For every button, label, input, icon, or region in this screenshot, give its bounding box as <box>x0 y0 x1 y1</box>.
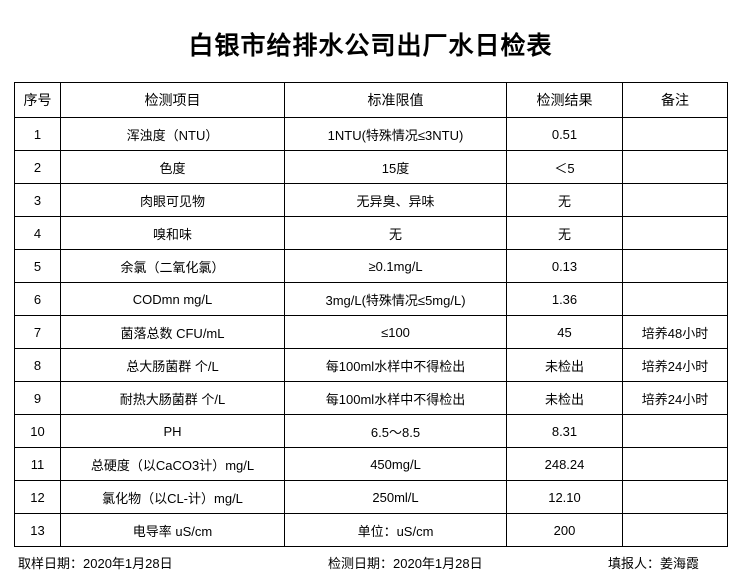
cell-note <box>622 216 728 250</box>
cell-note <box>622 282 728 316</box>
cell-item: 菌落总数 CFU/mL <box>60 315 285 349</box>
cell-result: 248.24 <box>506 447 623 481</box>
cell-result: 45 <box>506 315 623 349</box>
cell-no: 9 <box>14 381 61 415</box>
column-header-note: 备注 <box>622 82 728 118</box>
cell-no: 7 <box>14 315 61 349</box>
cell-item: 耐热大肠菌群 个/L <box>60 381 285 415</box>
table-row: 5 余氯（二氧化氯） ≥0.1mg/L 0.13 <box>14 249 728 283</box>
cell-item: 电导率 uS/cm <box>60 513 285 547</box>
cell-no: 2 <box>14 150 61 184</box>
cell-item: 嗅和味 <box>60 216 285 250</box>
cell-note <box>622 480 728 514</box>
cell-result: 未检出 <box>506 348 623 382</box>
cell-result: 0.51 <box>506 117 623 151</box>
cell-note <box>622 183 728 217</box>
table-row: 9 耐热大肠菌群 个/L 每100ml水样中不得检出 未检出 培养24小时 <box>14 381 728 415</box>
cell-result: 0.13 <box>506 249 623 283</box>
table-header-row: 序号 检测项目 标准限值 检测结果 备注 <box>14 82 728 118</box>
sampling-date: 取样日期：2020年1月28日 <box>18 556 173 571</box>
cell-limit: 250ml/L <box>284 480 507 514</box>
cell-limit: 无 <box>284 216 507 250</box>
cell-limit: ≤100 <box>284 315 507 349</box>
cell-limit: 1NTU(特殊情况≤3NTU) <box>284 117 507 151</box>
cell-limit: 15度 <box>284 150 507 184</box>
footer: 取样日期：2020年1月28日 检测日期：2020年1月28日 填报人：姜海霞 <box>0 553 741 579</box>
cell-note: 培养24小时 <box>622 348 728 382</box>
cell-no: 12 <box>14 480 61 514</box>
cell-note: 培养48小时 <box>622 315 728 349</box>
table-header: 序号 检测项目 标准限值 检测结果 备注 <box>14 82 728 118</box>
table-row: 12 氯化物（以CL-计）mg/L 250ml/L 12.10 <box>14 480 728 514</box>
cell-limit: 450mg/L <box>284 447 507 481</box>
table-row: 2 色度 15度 ＜5 <box>14 150 728 184</box>
cell-result: 1.36 <box>506 282 623 316</box>
cell-note <box>622 513 728 547</box>
cell-limit: 无异臭、异味 <box>284 183 507 217</box>
cell-note <box>622 447 728 481</box>
cell-result: 无 <box>506 183 623 217</box>
column-header-item: 检测项目 <box>60 82 285 118</box>
cell-limit: 3mg/L(特殊情况≤5mg/L) <box>284 282 507 316</box>
table-row: 3 肉眼可见物 无异臭、异味 无 <box>14 183 728 217</box>
cell-item: 总硬度（以CaCO3计）mg/L <box>60 447 285 481</box>
cell-note <box>622 117 728 151</box>
table-row: 11 总硬度（以CaCO3计）mg/L 450mg/L 248.24 <box>14 447 728 481</box>
table-row: 8 总大肠菌群 个/L 每100ml水样中不得检出 未检出 培养24小时 <box>14 348 728 382</box>
cell-item: 浑浊度（NTU） <box>60 117 285 151</box>
cell-no: 6 <box>14 282 61 316</box>
cell-result: 12.10 <box>506 480 623 514</box>
table-row: 1 浑浊度（NTU） 1NTU(特殊情况≤3NTU) 0.51 <box>14 117 728 151</box>
cell-limit: ≥0.1mg/L <box>284 249 507 283</box>
table-row: 7 菌落总数 CFU/mL ≤100 45 培养48小时 <box>14 315 728 349</box>
cell-item: PH <box>60 414 285 448</box>
table-row: 6 CODmn mg/L 3mg/L(特殊情况≤5mg/L) 1.36 <box>14 282 728 316</box>
cell-limit: 6.5～8.5 <box>284 414 507 448</box>
cell-note <box>622 414 728 448</box>
column-header-no: 序号 <box>14 82 61 118</box>
cell-no: 4 <box>14 216 61 250</box>
table-row: 4 嗅和味 无 无 <box>14 216 728 250</box>
page-title: 白银市给排水公司出厂水日检表 <box>188 31 553 60</box>
cell-limit: 单位：uS/cm <box>284 513 507 547</box>
cell-item: 总大肠菌群 个/L <box>60 348 285 382</box>
test-date: 检测日期：2020年1月28日 <box>328 556 483 571</box>
table-row: 10 PH 6.5～8.5 8.31 <box>14 414 728 448</box>
cell-note: 培养24小时 <box>622 381 728 415</box>
cell-limit: 每100ml水样中不得检出 <box>284 348 507 382</box>
cell-no: 1 <box>14 117 61 151</box>
cell-result: ＜5 <box>506 150 623 184</box>
cell-item: 氯化物（以CL-计）mg/L <box>60 480 285 514</box>
cell-no: 11 <box>14 447 61 481</box>
cell-item: CODmn mg/L <box>60 282 285 316</box>
cell-item: 余氯（二氧化氯） <box>60 249 285 283</box>
cell-no: 8 <box>14 348 61 382</box>
cell-result: 8.31 <box>506 414 623 448</box>
table-body: 1 浑浊度（NTU） 1NTU(特殊情况≤3NTU) 0.51 2 色度 15度… <box>14 117 728 547</box>
table-container: 序号 检测项目 标准限值 检测结果 备注 1 浑浊度（NTU） 1NTU(特殊情… <box>0 82 741 547</box>
cell-item: 肉眼可见物 <box>60 183 285 217</box>
cell-no: 5 <box>14 249 61 283</box>
column-header-limit: 标准限值 <box>284 82 507 118</box>
column-header-result: 检测结果 <box>506 82 623 118</box>
cell-no: 3 <box>14 183 61 217</box>
table-row: 13 电导率 uS/cm 单位：uS/cm 200 <box>14 513 728 547</box>
cell-no: 10 <box>14 414 61 448</box>
cell-no: 13 <box>14 513 61 547</box>
cell-result: 未检出 <box>506 381 623 415</box>
cell-result: 无 <box>506 216 623 250</box>
cell-item: 色度 <box>60 150 285 184</box>
cell-note <box>622 249 728 283</box>
reporter-name: 填报人：姜海霞 <box>608 556 700 571</box>
cell-limit: 每100ml水样中不得检出 <box>284 381 507 415</box>
cell-note <box>622 150 728 184</box>
water-quality-table: 序号 检测项目 标准限值 检测结果 备注 1 浑浊度（NTU） 1NTU(特殊情… <box>14 82 728 547</box>
cell-result: 200 <box>506 513 623 547</box>
